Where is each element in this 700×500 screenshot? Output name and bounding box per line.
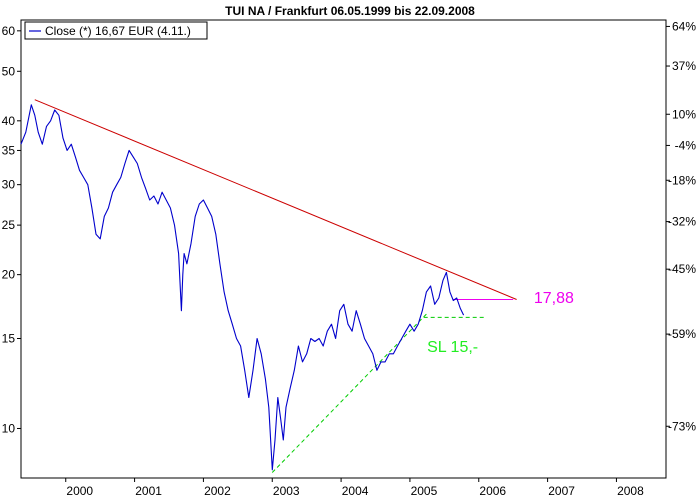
x-tick-label-2: 2002 xyxy=(204,484,231,498)
y-tick-label-left-0: 60 xyxy=(2,24,16,38)
x-tick-label-4: 2004 xyxy=(342,484,369,498)
y-tick-label-left-5: 25 xyxy=(2,218,16,232)
y-tick-label-right-3: -4% xyxy=(675,138,697,152)
x-tick-label-7: 2007 xyxy=(548,484,575,498)
trend-resistance-line xyxy=(34,99,517,300)
y-tick-label-right-4: -18% xyxy=(668,173,696,187)
x-tick-label-3: 2003 xyxy=(273,484,300,498)
y-axis-left-labels: 60 50 40 35 30 25 20 15 10 xyxy=(2,24,16,436)
y-tick-label-right-7: -59% xyxy=(668,327,696,341)
y-tick-label-left-1: 50 xyxy=(2,64,16,78)
x-tick-label-5: 2005 xyxy=(411,484,438,498)
x-tick-label-6: 2006 xyxy=(479,484,506,498)
y-tick-label-left-3: 35 xyxy=(2,143,16,157)
y-tick-label-right-1: 37% xyxy=(672,59,696,73)
tick-marks xyxy=(17,25,670,482)
annotation-0: 17,88 xyxy=(534,290,574,307)
x-tick-label-0: 2000 xyxy=(66,484,93,498)
y-axis-right-labels: 64% 37% 10% -4% -18% -32% -45% -59% -73% xyxy=(668,19,696,433)
y-tick-label-right-8: -73% xyxy=(668,419,696,433)
series-line-close xyxy=(20,104,465,471)
y-tick-label-left-6: 20 xyxy=(2,268,16,282)
y-tick-label-left-2: 40 xyxy=(2,114,16,128)
y-tick-label-left-8: 10 xyxy=(2,421,16,435)
y-tick-label-right-6: -45% xyxy=(668,262,696,276)
annotation-1: SL 15,- xyxy=(427,339,478,356)
x-tick-label-8: 2008 xyxy=(617,484,644,498)
plot-area xyxy=(20,19,667,479)
y-tick-label-right-5: -32% xyxy=(668,215,696,229)
y-tick-label-right-0: 64% xyxy=(672,19,696,33)
legend-label: Close (*) 16,67 EUR (4.11.) xyxy=(45,24,191,38)
price-series xyxy=(20,104,465,471)
y-tick-label-right-2: 10% xyxy=(672,107,696,121)
x-tick-label-1: 2001 xyxy=(135,484,162,498)
chart-title: TUI NA / Frankfurt 06.05.1999 bis 22.09.… xyxy=(225,4,475,18)
y-tick-label-left-4: 30 xyxy=(2,178,16,192)
x-axis-labels: 2000 2001 2002 2003 2004 2005 2006 2007 2008 xyxy=(66,484,644,498)
legend: Close (*) 16,67 EUR (4.11.) xyxy=(24,21,208,40)
y-tick-label-left-7: 15 xyxy=(2,331,16,345)
legend-box xyxy=(24,21,208,40)
annotations: 17,88 SL 15,- xyxy=(427,290,574,356)
